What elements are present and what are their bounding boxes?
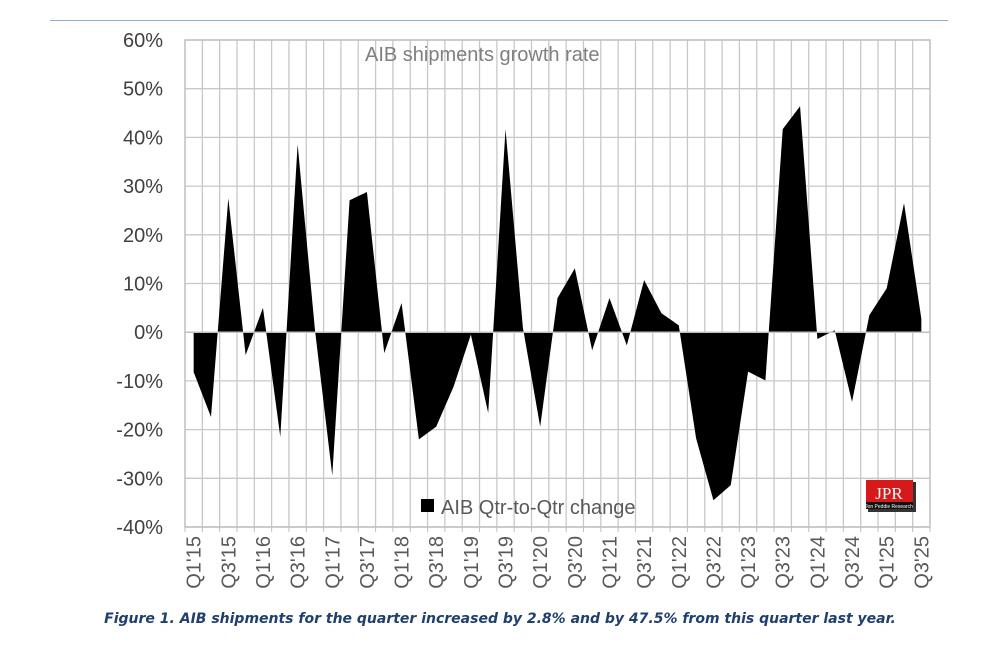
y-tick-label: 30% bbox=[123, 176, 163, 198]
x-tick-label: Q1'15 bbox=[184, 536, 206, 589]
series-area-aib-qtr-to-qtr bbox=[193, 106, 922, 501]
y-tick-label: 20% bbox=[123, 225, 163, 247]
growth-rate-chart: 60% 50% 40% 30% 20% 10% 0% -10% -20% -30% -40% Q1'… bbox=[116, 30, 934, 589]
x-tick-label: Q3'19 bbox=[496, 536, 518, 589]
x-tick-label: Q1'19 bbox=[461, 536, 483, 589]
x-tick-label: Q1'23 bbox=[738, 536, 760, 589]
y-tick-label: 60% bbox=[123, 30, 163, 52]
x-axis: Q1'15 Q3'15 Q1'16 Q3'16 Q1'17 Q3'17 Q1'18 Q3'18… bbox=[184, 536, 934, 589]
y-tick-label: -30% bbox=[116, 468, 163, 490]
x-tick-label: Q1'24 bbox=[807, 536, 829, 589]
x-tick-label: Q3'24 bbox=[842, 536, 864, 589]
x-tick-label: Q3'20 bbox=[565, 536, 587, 589]
x-tick-label: Q1'22 bbox=[669, 536, 691, 589]
y-tick-label: 50% bbox=[123, 79, 163, 101]
plot-border bbox=[184, 39, 931, 528]
x-tick-label: Q3'21 bbox=[634, 536, 656, 589]
x-tick-label: Q1'21 bbox=[599, 536, 621, 589]
x-tick-label: Q1'17 bbox=[322, 536, 344, 589]
logo-text: JPR bbox=[875, 484, 903, 503]
x-tick-label: Q3'18 bbox=[426, 536, 448, 589]
y-tick-label: -40% bbox=[116, 517, 163, 539]
y-tick-label: 0% bbox=[134, 322, 163, 344]
y-tick-label: 40% bbox=[123, 127, 163, 149]
jpr-logo: JPR Jon Peddie Research bbox=[865, 480, 916, 512]
logo-subtext: Jon Peddie Research bbox=[865, 504, 913, 510]
legend-swatch bbox=[421, 499, 434, 512]
x-tick-label: Q1'20 bbox=[530, 536, 552, 589]
x-tick-label: Q1'16 bbox=[253, 536, 275, 589]
x-tick-label: Q3'17 bbox=[357, 536, 379, 589]
x-tick-label: Q3'15 bbox=[218, 536, 240, 589]
x-tick-label: Q3'23 bbox=[773, 536, 795, 589]
header-divider bbox=[50, 20, 948, 21]
x-tick-label: Q3'25 bbox=[911, 536, 933, 589]
x-tick-label: Q1'18 bbox=[392, 536, 414, 589]
x-tick-label: Q3'22 bbox=[703, 536, 725, 589]
y-tick-label: 10% bbox=[123, 274, 163, 296]
legend-label: AIB Qtr-to-Qtr change bbox=[441, 497, 636, 519]
grid bbox=[184, 39, 931, 532]
y-axis: 60% 50% 40% 30% 20% 10% 0% -10% -20% -30% -40% bbox=[116, 30, 163, 539]
chart-title: AIB shipments growth rate bbox=[365, 44, 600, 66]
x-tick-label: Q1'25 bbox=[877, 536, 899, 589]
figure-caption: Figure 1. AIB shipments for the quarter … bbox=[104, 611, 896, 627]
x-tick-label: Q3'16 bbox=[288, 536, 310, 589]
y-tick-label: -10% bbox=[116, 371, 163, 393]
y-tick-label: -20% bbox=[116, 420, 163, 442]
